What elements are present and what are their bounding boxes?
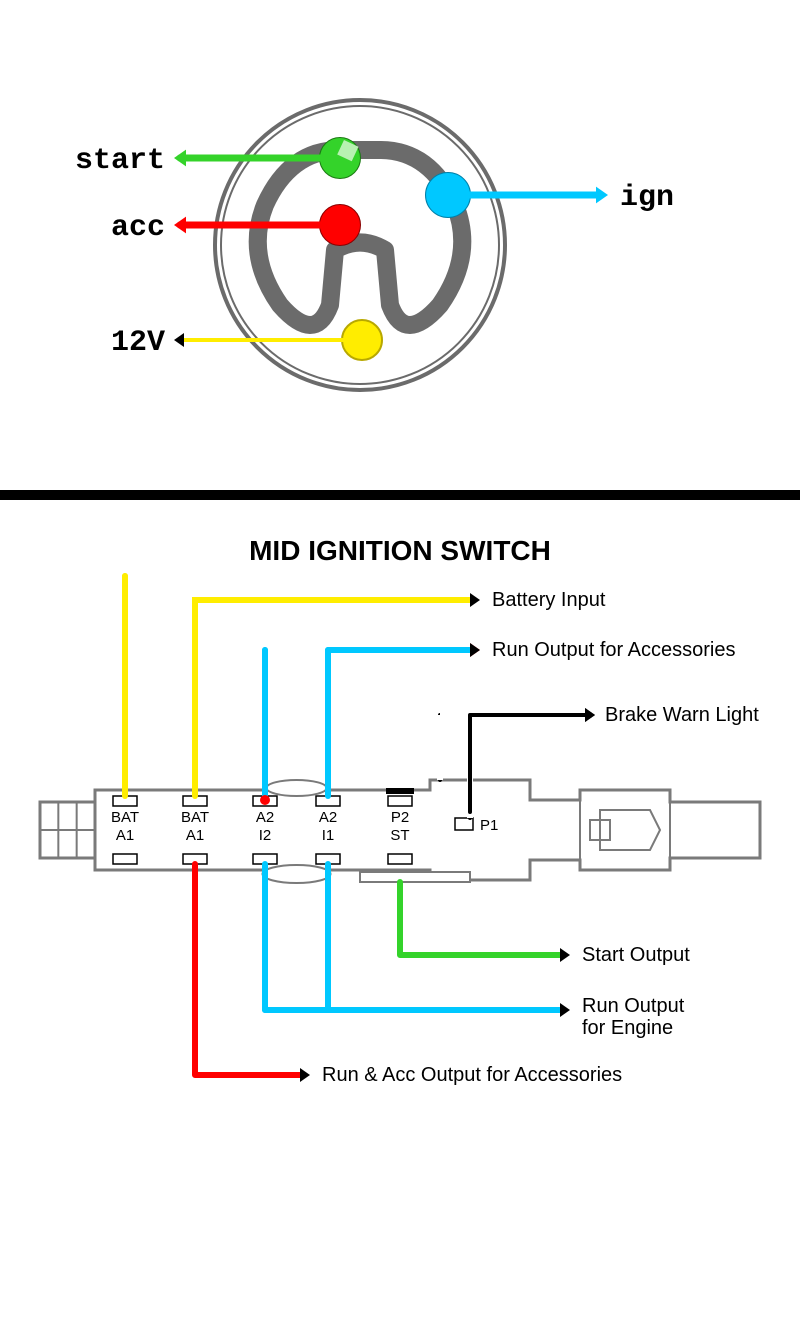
terminal-label: BAT (181, 809, 209, 826)
section-divider (0, 490, 800, 500)
terminal-label-p1: P1 (480, 817, 498, 834)
terminal-label: A1 (116, 827, 134, 844)
top-ignition-diagram: start acc 12V ign (75, 100, 674, 390)
title-mid-ignition-switch: MID IGNITION SWITCH (249, 535, 551, 566)
terminal-label: I2 (259, 827, 272, 844)
terminal-label: BAT (111, 809, 139, 826)
label-run-output-accessories: Run Output for Accessories (492, 639, 735, 661)
terminal-label: ST (390, 827, 409, 844)
label-run-output-engine-2: for Engine (582, 1017, 673, 1039)
terminal-label: A1 (186, 827, 204, 844)
label-12v: 12V (111, 326, 165, 360)
terminal-label: A2 (319, 809, 337, 826)
label-ign: ign (620, 181, 674, 215)
label-start-output: Start Output (582, 944, 690, 966)
terminal-label: I1 (322, 827, 335, 844)
terminal-label: P2 (391, 809, 409, 826)
label-start: start (75, 144, 165, 178)
label-brake-warn-light: Brake Warn Light (605, 704, 759, 726)
label-battery-input: Battery Input (492, 589, 606, 611)
label-acc: acc (111, 211, 165, 245)
label-run-output-engine: Run Output (582, 995, 685, 1017)
terminal-label: A2 (256, 809, 274, 826)
mid-ignition-switch-diagram: MID IGNITION SWITCHBATA1BATA1A2I2A2I1P2S… (40, 535, 760, 1086)
label-run-acc-output: Run & Acc Output for Accessories (322, 1064, 622, 1086)
